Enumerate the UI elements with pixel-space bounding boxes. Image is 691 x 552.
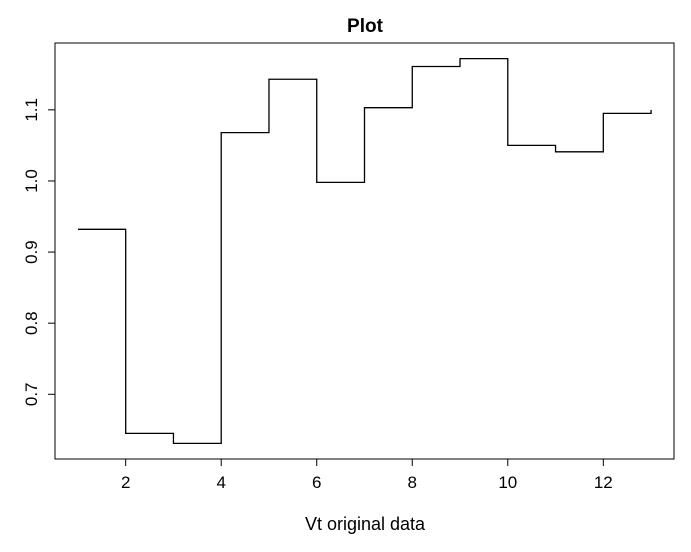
- x-tick-label: 10: [498, 473, 517, 492]
- data-series: [76, 57, 653, 445]
- x-tick-label: 2: [121, 473, 130, 492]
- data-point: [601, 111, 605, 115]
- plot-frame: [54, 42, 675, 460]
- y-tick-label: 0.7: [22, 382, 41, 406]
- step-line: [77, 57, 652, 445]
- data-point: [410, 64, 414, 68]
- chart-title: Plot: [347, 16, 384, 37]
- x-tick-label: 12: [594, 473, 613, 492]
- x-axis-label: Vt original data: [305, 514, 426, 534]
- data-point: [171, 441, 175, 445]
- data-point: [506, 143, 510, 147]
- y-tick-label: 1.1: [22, 98, 41, 122]
- x-axis: 2 4 6 8 10 12: [121, 459, 613, 492]
- data-point: [267, 77, 271, 81]
- x-tick-label: 8: [408, 473, 417, 492]
- data-point: [315, 180, 319, 184]
- y-tick-label: 0.8: [22, 311, 41, 335]
- data-point: [76, 227, 80, 231]
- data-point: [124, 431, 128, 435]
- data-point: [554, 150, 558, 154]
- data-point: [458, 57, 462, 61]
- data-point: [649, 108, 653, 112]
- data-point: [363, 106, 367, 110]
- x-tick-label: 4: [216, 473, 225, 492]
- y-tick-label: 1.0: [22, 169, 41, 193]
- data-point: [219, 131, 223, 135]
- x-tick-label: 6: [312, 473, 321, 492]
- y-axis: 0.7 0.8 0.9 1.0 1.1: [22, 98, 55, 406]
- y-tick-label: 0.9: [22, 240, 41, 264]
